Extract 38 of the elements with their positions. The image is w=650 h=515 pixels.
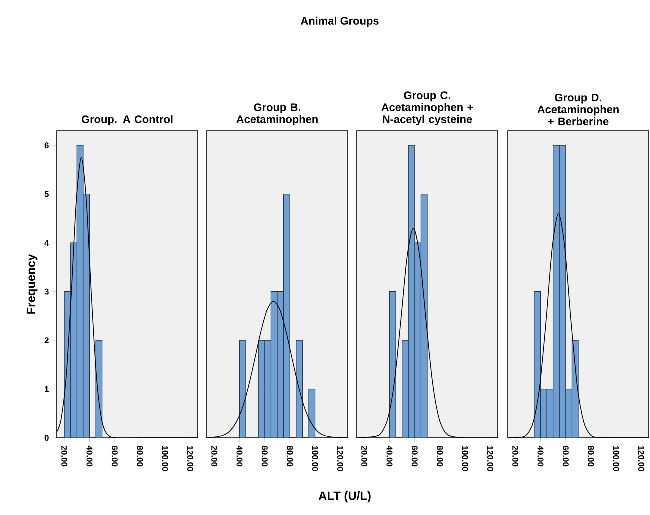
chart-title: Group D. Acetaminophen + Berberine — [538, 94, 619, 126]
y-tick-label: 5 — [44, 191, 49, 198]
x-axis-title: ALT (U/L) — [318, 491, 371, 503]
y-axis-title: Frequency — [26, 254, 38, 314]
x-tick-label: 120.00 — [487, 446, 494, 472]
x-tick-label: 40.00 — [236, 446, 243, 467]
x-tick-label: 80.00 — [137, 446, 144, 467]
chart-title: Group C. Acetaminophen + N-acetyl cysteine — [382, 92, 474, 126]
x-tick-label: 40.00 — [86, 446, 93, 467]
y-tick-label: 4 — [44, 240, 50, 246]
x-tick-label: 80.00 — [287, 446, 294, 467]
x-tick-label: 40.00 — [386, 446, 393, 467]
y-tick-label: 0 — [44, 435, 49, 441]
x-tick-label: 20.00 — [512, 446, 519, 467]
x-tick-label: 20.00 — [62, 446, 68, 467]
x-tick-label: 20.00 — [212, 446, 218, 467]
x-tick-label: 120.00 — [638, 446, 644, 472]
x-tick-label: 20.00 — [362, 446, 368, 467]
x-tick-label: 120.00 — [337, 446, 344, 472]
x-tick-label: 100.00 — [613, 446, 620, 472]
text: Animal Groups — [300, 16, 379, 28]
x-tick-label: 60.00 — [112, 446, 118, 467]
x-tick-label: 120.00 — [187, 446, 194, 472]
x-tick-label: 80.00 — [588, 446, 594, 467]
x-tick-label: 40.00 — [538, 446, 544, 467]
y-tick-label: 2 — [44, 338, 49, 344]
x-tick-label: 100.00 — [312, 446, 318, 472]
x-tick-label: 100.00 — [162, 446, 168, 472]
x-tick-label: 60.00 — [262, 446, 268, 467]
x-tick-label: 60.00 — [562, 446, 569, 467]
x-tick-label: 60.00 — [412, 446, 418, 467]
chart-title: Group. A Control — [82, 115, 173, 126]
y-tick-label: 1 — [45, 386, 49, 392]
y-tick-label: 6 — [44, 142, 49, 149]
chart-title: Group B. Acetaminophen — [236, 104, 318, 126]
y-tick-label: 3 — [44, 288, 49, 295]
x-tick-label: 80.00 — [437, 446, 444, 467]
x-tick-label: 100.00 — [462, 446, 468, 472]
